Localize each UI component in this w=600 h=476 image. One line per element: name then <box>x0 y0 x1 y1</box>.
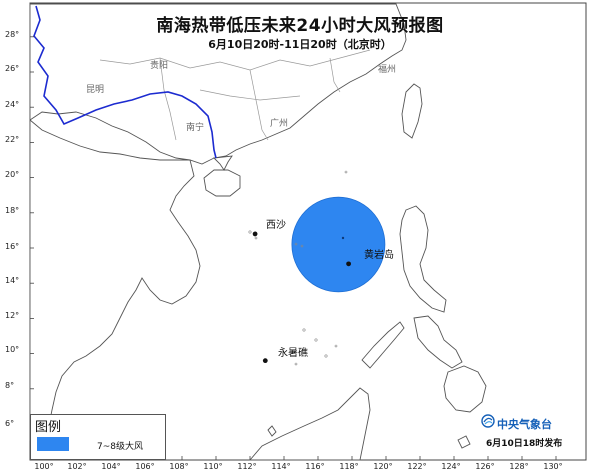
city-nanning: 南宁 <box>186 123 205 133</box>
lat-tick: 10° <box>5 345 20 354</box>
reef <box>294 362 298 366</box>
location-dot <box>252 231 258 237</box>
city-guiyang: 贵阳 <box>150 61 169 71</box>
wind-area <box>291 196 386 293</box>
lat-tick: 26° <box>5 64 20 73</box>
city-guangzhou: 广州 <box>270 119 289 129</box>
lat-tick: 12° <box>5 311 20 320</box>
luzon-island <box>399 205 447 313</box>
lon-tick: 124° <box>441 462 461 471</box>
taiwan-island <box>401 83 423 139</box>
lat-tick: 16° <box>5 242 20 251</box>
province-borders <box>99 49 371 141</box>
reef <box>324 354 328 358</box>
lat-tick: 24° <box>5 100 20 109</box>
national-borders <box>33 5 217 159</box>
label-xisha: 西沙 <box>266 220 286 231</box>
map-title: 南海热带低压未来24小时大风预报图 <box>156 16 444 36</box>
reef <box>344 170 348 174</box>
reefs <box>248 170 348 366</box>
lon-tick: 100° <box>34 462 54 471</box>
lat-tick: 20° <box>5 170 20 179</box>
reef <box>334 344 338 348</box>
lon-tick: 104° <box>101 462 121 471</box>
lon-tick: 122° <box>407 462 427 471</box>
reef <box>294 242 298 246</box>
reef <box>248 230 252 234</box>
location-dot <box>262 358 268 364</box>
legend-title: 图例 <box>35 420 62 435</box>
province-border <box>199 89 301 101</box>
reef <box>314 338 318 342</box>
city-fuzhou: 福州 <box>378 65 397 75</box>
lat-tick: 18° <box>5 206 20 215</box>
lat-tick: 14° <box>5 276 20 285</box>
reef <box>302 328 306 332</box>
hainan-island <box>203 169 241 197</box>
lon-tick: 118° <box>339 462 359 471</box>
legend-swatch-wind <box>37 437 69 451</box>
province-border <box>329 57 341 93</box>
label-huangyan-island: 黄岩岛 <box>364 250 394 261</box>
reef <box>300 244 304 248</box>
province-border <box>99 49 371 71</box>
lat-tick: 28° <box>5 30 20 39</box>
coastlines <box>29 3 487 461</box>
lon-tick: 128° <box>509 462 529 471</box>
lon-tick: 112° <box>237 462 257 471</box>
low-pressure-center <box>341 236 345 240</box>
location-dot <box>346 261 351 267</box>
lon-tick: 102° <box>67 462 87 471</box>
lon-tick: 110° <box>203 462 223 471</box>
palawan-island <box>361 321 405 369</box>
visayas-islands <box>413 315 463 369</box>
lat-tick: 6° <box>5 419 15 428</box>
lon-tick: 126° <box>475 462 495 471</box>
lon-tick: 114° <box>271 462 291 471</box>
lon-tick: 108° <box>169 462 189 471</box>
borneo-coast <box>249 387 371 461</box>
agency-name: 中央气象台 <box>497 418 552 431</box>
china-border <box>33 5 217 159</box>
lat-tick: 8° <box>5 381 15 390</box>
province-border <box>159 57 177 141</box>
lon-tick: 120° <box>373 462 393 471</box>
label-yongshu-reef: 永暑礁 <box>278 348 308 359</box>
lon-tick: 106° <box>135 462 155 471</box>
legend: 图例 7~8级大风 <box>30 414 166 460</box>
province-border <box>249 69 269 141</box>
cma-logo-icon <box>481 414 495 428</box>
map-subtitle: 6月10日20时-11日20时（北京时） <box>208 38 392 51</box>
small-island <box>457 435 471 449</box>
issue-time: 6月10日18时发布 <box>486 439 563 449</box>
city-kunming: 昆明 <box>86 85 105 95</box>
leizhou-peninsula <box>213 155 233 171</box>
indochina-coast <box>29 119 201 441</box>
lat-tick: 22° <box>5 135 20 144</box>
mainland-coast <box>29 3 407 165</box>
point-markers <box>252 231 351 364</box>
lon-tick: 116° <box>305 462 325 471</box>
legend-label-wind: 7~8级大风 <box>97 442 143 452</box>
lon-tick: 130° <box>543 462 563 471</box>
small-island <box>267 425 277 437</box>
mindanao-island <box>443 365 487 413</box>
reef <box>254 236 258 240</box>
